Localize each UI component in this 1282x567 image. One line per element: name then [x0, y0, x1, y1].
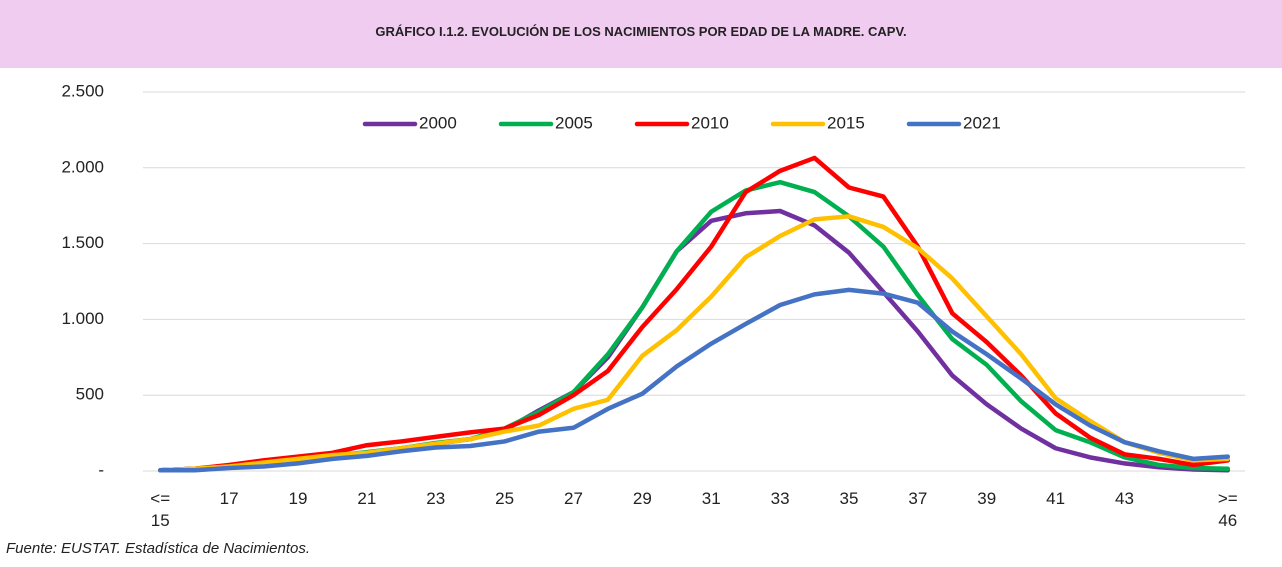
source-note: Fuente: EUSTAT. Estadística de Nacimient…	[6, 540, 311, 557]
y-tick-label: 1.500	[61, 233, 104, 252]
x-tick-label: 41	[1046, 489, 1066, 508]
series-line	[157, 179, 1231, 473]
legend-label: 2010	[691, 113, 729, 132]
x-tick-label: 39	[977, 489, 997, 508]
legend-label: 2021	[963, 113, 1001, 132]
x-tick-label: 21	[357, 489, 377, 508]
x-tick-label: 23	[426, 489, 446, 508]
x-tick-label: 33	[770, 489, 790, 508]
chart-title: GRÁFICO I.1.2. EVOLUCIÓN DE LOS NACIMIEN…	[375, 24, 907, 39]
y-tick-label: -	[98, 460, 104, 479]
legend-label: 2015	[827, 113, 865, 132]
series-line	[157, 208, 1231, 473]
x-tick-label: 35	[839, 489, 859, 508]
legend-label: 2000	[419, 113, 457, 132]
y-tick-label: 500	[76, 385, 104, 404]
title-bar	[0, 0, 1282, 68]
y-tick-label: 2.000	[61, 157, 104, 176]
series-line	[157, 214, 1231, 473]
y-tick-label: 2.500	[61, 81, 104, 100]
legend-label: 2005	[555, 113, 593, 132]
x-tick-label: 29	[632, 489, 652, 508]
y-tick-label: 1.000	[61, 309, 104, 328]
x-tick-label: 31	[701, 489, 721, 508]
x-tick-label: >= 46	[1217, 489, 1238, 530]
series-line	[157, 287, 1231, 473]
x-tick-label: 17	[219, 489, 239, 508]
x-tick-label: 19	[288, 489, 308, 508]
x-tick-label: <= 15	[150, 489, 171, 530]
series-line	[157, 155, 1231, 473]
x-tick-label: 37	[908, 489, 928, 508]
x-tick-label: 25	[495, 489, 515, 508]
x-tick-label: 27	[564, 489, 583, 508]
x-tick-label: 43	[1115, 489, 1134, 508]
